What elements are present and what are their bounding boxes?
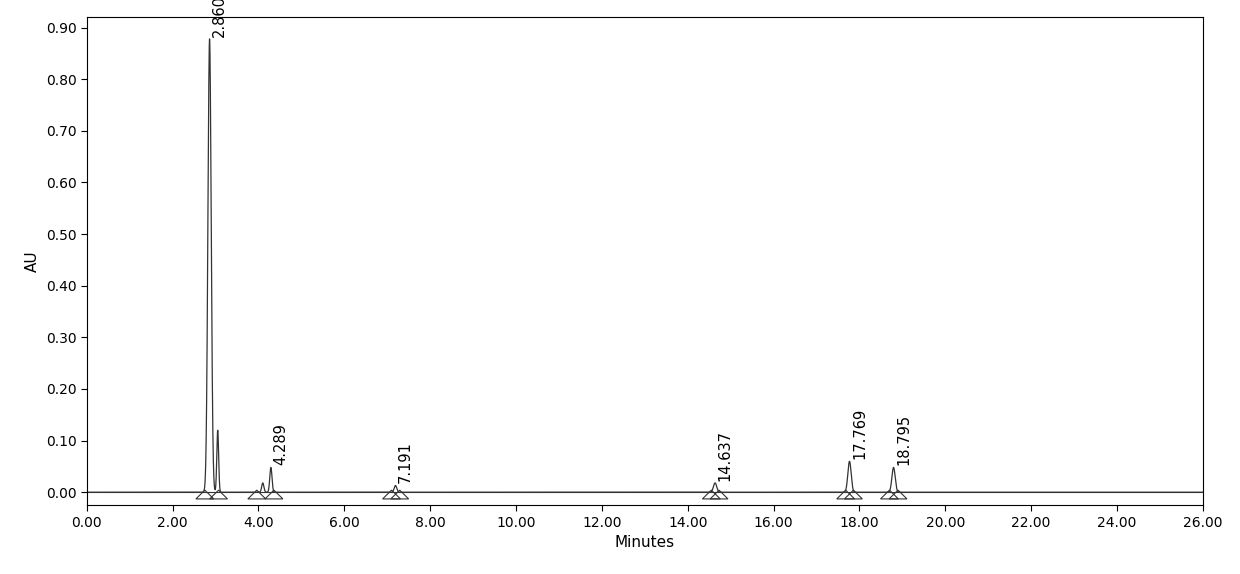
Y-axis label: AU: AU bbox=[25, 250, 40, 272]
Text: 14.637: 14.637 bbox=[718, 430, 733, 481]
Text: 7.191: 7.191 bbox=[398, 441, 413, 483]
X-axis label: Minutes: Minutes bbox=[615, 535, 675, 550]
Text: 4.289: 4.289 bbox=[274, 424, 289, 466]
Text: 17.769: 17.769 bbox=[852, 408, 867, 459]
Text: 18.795: 18.795 bbox=[897, 414, 911, 466]
Text: 2.860: 2.860 bbox=[212, 0, 227, 37]
